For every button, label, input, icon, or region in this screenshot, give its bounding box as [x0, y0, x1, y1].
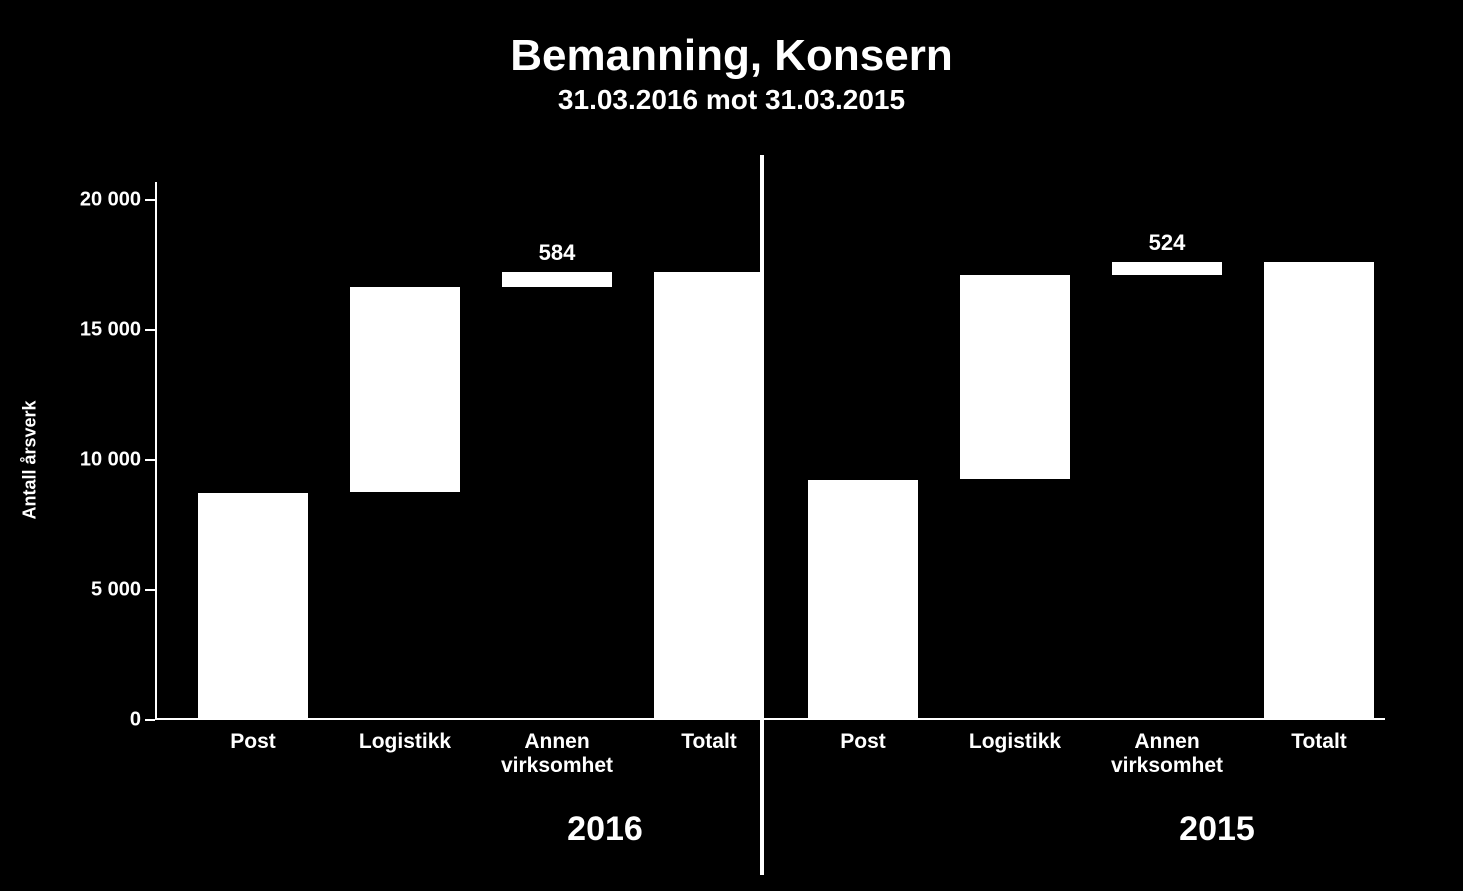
y-tick	[145, 719, 155, 721]
x-category-label: Totalt	[681, 730, 737, 754]
y-tick-label: 0	[130, 709, 141, 732]
y-tick-label: 20 000	[80, 189, 141, 212]
y-tick	[145, 199, 155, 201]
group-label: 2016	[567, 810, 643, 849]
plot-area: Antall årsverk 05 00010 00015 00020 000P…	[155, 200, 1375, 720]
bar	[960, 275, 1070, 479]
bar	[350, 287, 460, 492]
chart-subtitle: 31.03.2016 mot 31.03.2015	[0, 84, 1463, 116]
x-category-label: Annen virksomhet	[501, 730, 613, 778]
bar-value-label: 584	[539, 240, 576, 272]
bar	[654, 272, 764, 720]
bar	[1264, 262, 1374, 720]
bar	[502, 272, 612, 287]
x-category-label: Logistikk	[969, 730, 1061, 754]
y-axis-line	[155, 182, 157, 720]
x-category-label: Logistikk	[359, 730, 451, 754]
x-category-label: Post	[840, 730, 886, 754]
x-category-label: Post	[230, 730, 276, 754]
bar-value-label: 524	[1149, 230, 1186, 262]
chart-title-block: Bemanning, Konsern 31.03.2016 mot 31.03.…	[0, 32, 1463, 116]
x-axis-line	[155, 718, 1385, 720]
y-tick	[145, 459, 155, 461]
y-tick-label: 15 000	[80, 319, 141, 342]
x-category-label: Annen virksomhet	[1111, 730, 1223, 778]
y-tick-label: 10 000	[80, 449, 141, 472]
y-tick	[145, 589, 155, 591]
bar	[198, 493, 308, 721]
chart-container: Bemanning, Konsern 31.03.2016 mot 31.03.…	[0, 0, 1463, 891]
group-label: 2015	[1179, 810, 1255, 849]
y-tick	[145, 329, 155, 331]
bar	[1112, 262, 1222, 276]
bar	[808, 480, 918, 721]
x-category-label: Totalt	[1291, 730, 1347, 754]
y-tick-label: 5 000	[91, 579, 141, 602]
chart-title: Bemanning, Konsern	[0, 32, 1463, 80]
y-axis-title: Antall årsverk	[20, 400, 41, 519]
